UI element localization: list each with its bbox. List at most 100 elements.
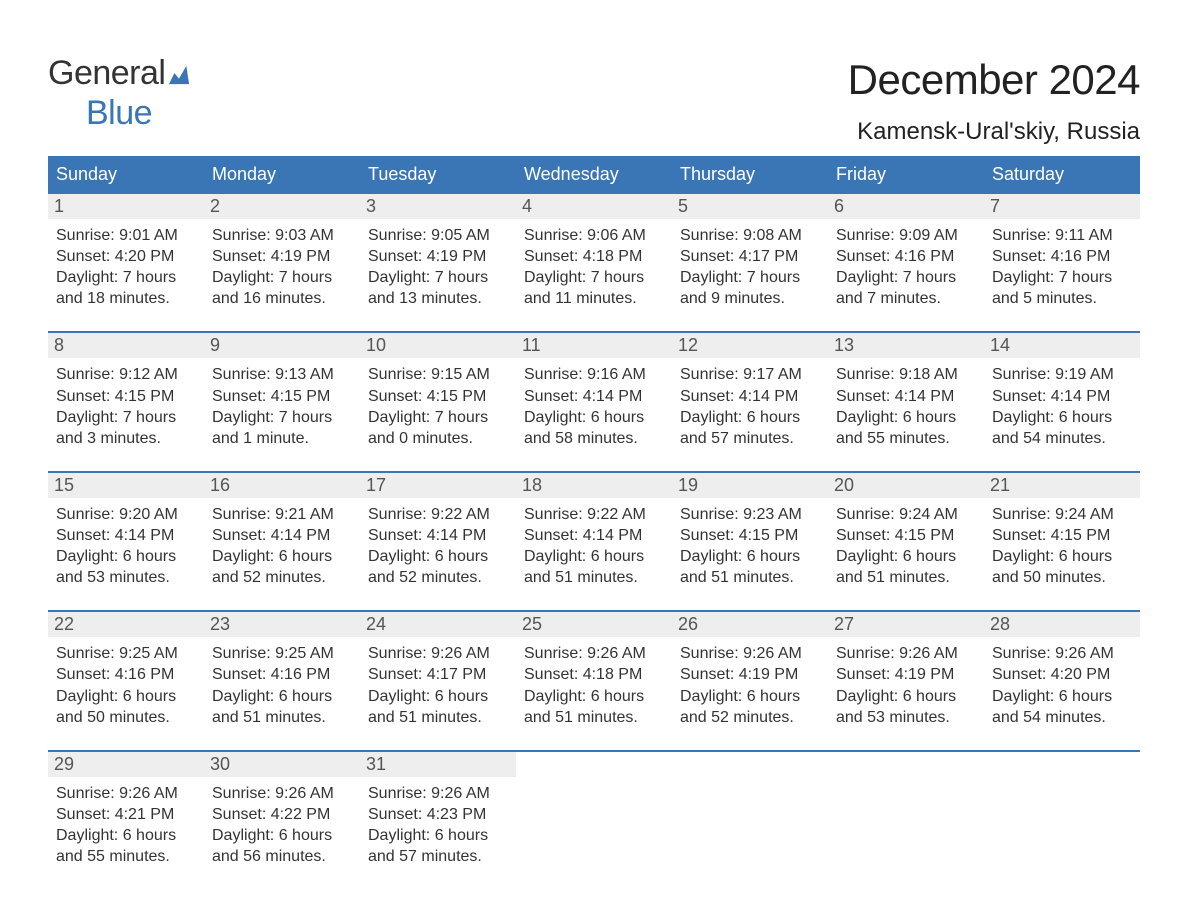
day-number: 28	[984, 612, 1140, 637]
sunset-text: Sunset: 4:17 PM	[368, 664, 512, 685]
calendar-day-cell: 31Sunrise: 9:26 AMSunset: 4:23 PMDayligh…	[360, 752, 516, 875]
calendar-day-cell	[672, 752, 828, 875]
calendar-day-cell: 10Sunrise: 9:15 AMSunset: 4:15 PMDayligh…	[360, 333, 516, 456]
day-info: Sunrise: 9:16 AMSunset: 4:14 PMDaylight:…	[520, 364, 668, 448]
day-info: Sunrise: 9:06 AMSunset: 4:18 PMDaylight:…	[520, 225, 668, 309]
sunrise-text: Sunrise: 9:12 AM	[56, 364, 200, 385]
day-number: 16	[204, 473, 360, 498]
empty-day	[828, 752, 984, 777]
daylight-line2: and 51 minutes.	[368, 707, 512, 728]
logo-chart-icon	[168, 64, 190, 86]
calendar-day-cell: 13Sunrise: 9:18 AMSunset: 4:14 PMDayligh…	[828, 333, 984, 456]
day-number: 23	[204, 612, 360, 637]
sunset-text: Sunset: 4:22 PM	[212, 804, 356, 825]
calendar-day-cell: 9Sunrise: 9:13 AMSunset: 4:15 PMDaylight…	[204, 333, 360, 456]
daylight-line1: Daylight: 7 hours	[56, 267, 200, 288]
daylight-line1: Daylight: 7 hours	[680, 267, 824, 288]
calendar-week-row: 29 Sunrise: 9:26 AMSunset: 4:21 PMDayligh…	[48, 750, 1140, 875]
daylight-line2: and 11 minutes.	[524, 288, 668, 309]
daylight-line1: Daylight: 6 hours	[212, 546, 356, 567]
sunrise-text: Sunrise: 9:01 AM	[56, 225, 200, 246]
day-number: 17	[360, 473, 516, 498]
calendar-day-cell: 26 Sunrise: 9:26 AMSunset: 4:19 PMDayligh…	[672, 612, 828, 735]
sunrise-text: Sunrise: 9:21 AM	[212, 504, 356, 525]
day-number: 29	[48, 752, 204, 777]
sunset-text: Sunset: 4:15 PM	[992, 525, 1136, 546]
sunrise-text: Sunrise: 9:20 AM	[56, 504, 200, 525]
sunset-text: Sunset: 4:16 PM	[212, 664, 356, 685]
daylight-line1: Daylight: 7 hours	[992, 267, 1136, 288]
calendar-day-cell: 19Sunrise: 9:23 AMSunset: 4:15 PMDayligh…	[672, 473, 828, 596]
day-info: Sunrise: 9:11 AMSunset: 4:16 PMDaylight:…	[988, 225, 1136, 309]
daylight-line2: and 51 minutes.	[836, 567, 980, 588]
daylight-line2: and 53 minutes.	[836, 707, 980, 728]
calendar-day-cell: 3Sunrise: 9:05 AMSunset: 4:19 PMDaylight…	[360, 194, 516, 317]
day-info: Sunrise: 9:03 AMSunset: 4:19 PMDaylight:…	[208, 225, 356, 309]
title-block: December 2024 Kamensk-Ural'skiy, Russia	[848, 56, 1140, 146]
calendar-day-cell: 15 Sunrise: 9:20 AMSunset: 4:14 PMDayligh…	[48, 473, 204, 596]
sunrise-text: Sunrise: 9:15 AM	[368, 364, 512, 385]
sunrise-text: Sunrise: 9:23 AM	[680, 504, 824, 525]
sunrise-text: Sunrise: 9:25 AM	[56, 643, 200, 664]
day-number: 13	[828, 333, 984, 358]
calendar-day-cell: 5Sunrise: 9:08 AMSunset: 4:17 PMDaylight…	[672, 194, 828, 317]
sunrise-text: Sunrise: 9:25 AM	[212, 643, 356, 664]
sunrise-text: Sunrise: 9:16 AM	[524, 364, 668, 385]
daylight-line2: and 3 minutes.	[56, 428, 200, 449]
calendar-day-cell: 11Sunrise: 9:16 AMSunset: 4:14 PMDayligh…	[516, 333, 672, 456]
sunset-text: Sunset: 4:20 PM	[992, 664, 1136, 685]
day-number: 26	[672, 612, 828, 637]
daylight-line2: and 54 minutes.	[992, 707, 1136, 728]
day-info: Sunrise: 9:19 AMSunset: 4:14 PMDaylight:…	[988, 364, 1136, 448]
location-subtitle: Kamensk-Ural'skiy, Russia	[848, 118, 1140, 146]
calendar-day-cell: 30Sunrise: 9:26 AMSunset: 4:22 PMDayligh…	[204, 752, 360, 875]
daylight-line1: Daylight: 6 hours	[56, 825, 200, 846]
daylight-line2: and 57 minutes.	[368, 846, 512, 867]
sunrise-text: Sunrise: 9:19 AM	[992, 364, 1136, 385]
calendar-day-cell: 1Sunrise: 9:01 AMSunset: 4:20 PMDaylight…	[48, 194, 204, 317]
daylight-line1: Daylight: 6 hours	[992, 546, 1136, 567]
day-info: Sunrise: 9:05 AMSunset: 4:19 PMDaylight:…	[364, 225, 512, 309]
daylight-line1: Daylight: 7 hours	[836, 267, 980, 288]
daylight-line2: and 5 minutes.	[992, 288, 1136, 309]
daylight-line2: and 56 minutes.	[212, 846, 356, 867]
daylight-line1: Daylight: 6 hours	[680, 407, 824, 428]
daylight-line2: and 1 minute.	[212, 428, 356, 449]
weekday-label: Tuesday	[360, 164, 516, 185]
daylight-line1: Daylight: 6 hours	[212, 825, 356, 846]
sunset-text: Sunset: 4:16 PM	[56, 664, 200, 685]
day-info: Sunrise: 9:21 AMSunset: 4:14 PMDaylight:…	[208, 504, 356, 588]
weekday-label: Friday	[828, 164, 984, 185]
day-number: 24	[360, 612, 516, 637]
calendar-day-cell: 8Sunrise: 9:12 AMSunset: 4:15 PMDaylight…	[48, 333, 204, 456]
day-info: Sunrise: 9:26 AMSunset: 4:21 PMDaylight:…	[52, 783, 200, 867]
daylight-line1: Daylight: 6 hours	[524, 686, 668, 707]
calendar-day-cell: 2Sunrise: 9:03 AMSunset: 4:19 PMDaylight…	[204, 194, 360, 317]
daylight-line2: and 52 minutes.	[212, 567, 356, 588]
day-info: Sunrise: 9:25 AMSunset: 4:16 PMDaylight:…	[208, 643, 356, 727]
daylight-line1: Daylight: 6 hours	[368, 546, 512, 567]
sunset-text: Sunset: 4:16 PM	[992, 246, 1136, 267]
day-info: Sunrise: 9:26 AMSunset: 4:17 PMDaylight:…	[364, 643, 512, 727]
daylight-line1: Daylight: 7 hours	[56, 407, 200, 428]
sunset-text: Sunset: 4:16 PM	[836, 246, 980, 267]
sunset-text: Sunset: 4:14 PM	[56, 525, 200, 546]
sunrise-text: Sunrise: 9:11 AM	[992, 225, 1136, 246]
calendar-day-cell: 18Sunrise: 9:22 AMSunset: 4:14 PMDayligh…	[516, 473, 672, 596]
calendar-week-row: 1Sunrise: 9:01 AMSunset: 4:20 PMDaylight…	[48, 192, 1140, 317]
day-number: 12	[672, 333, 828, 358]
weekday-label: Thursday	[672, 164, 828, 185]
daylight-line1: Daylight: 6 hours	[56, 546, 200, 567]
sunrise-text: Sunrise: 9:26 AM	[836, 643, 980, 664]
day-number: 15	[48, 473, 204, 498]
sunset-text: Sunset: 4:15 PM	[368, 386, 512, 407]
empty-day	[516, 752, 672, 777]
day-number: 8	[48, 333, 204, 358]
daylight-line2: and 52 minutes.	[368, 567, 512, 588]
day-info: Sunrise: 9:01 AMSunset: 4:20 PMDaylight:…	[52, 225, 200, 309]
day-info: Sunrise: 9:26 AMSunset: 4:19 PMDaylight:…	[676, 643, 824, 727]
daylight-line2: and 55 minutes.	[56, 846, 200, 867]
sunrise-text: Sunrise: 9:22 AM	[368, 504, 512, 525]
sunset-text: Sunset: 4:18 PM	[524, 664, 668, 685]
day-number: 25	[516, 612, 672, 637]
